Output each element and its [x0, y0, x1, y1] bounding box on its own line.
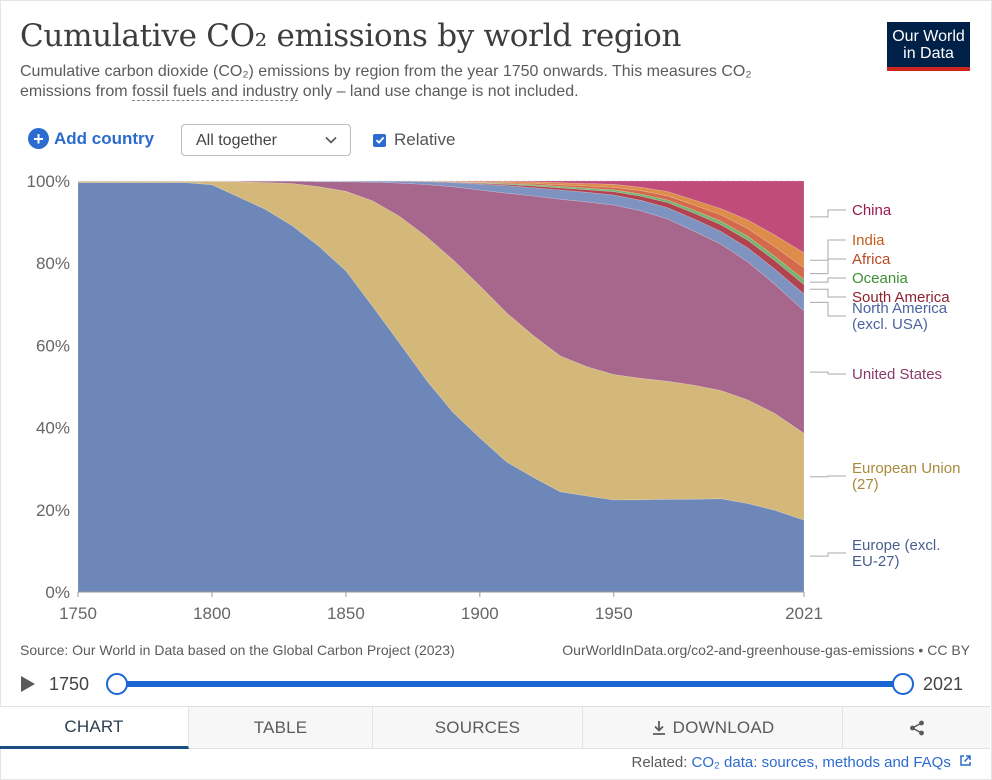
stacking-select-value: All together — [196, 132, 277, 149]
tab-chart[interactable]: CHART — [0, 707, 189, 749]
legend-connector — [810, 301, 846, 317]
related-faq-link[interactable]: CO₂ data: sources, methods and FAQs — [691, 754, 951, 771]
chevron-down-icon — [325, 136, 337, 144]
relative-label: Relative — [394, 130, 456, 149]
tab-download[interactable]: DOWNLOAD — [583, 707, 843, 749]
legend-connector — [810, 239, 846, 261]
timeline-end-label: 2021 — [923, 674, 964, 694]
play-icon[interactable] — [21, 676, 35, 692]
legend-connector — [810, 475, 846, 478]
download-icon — [652, 720, 665, 735]
add-country-label: Add country — [54, 128, 155, 148]
legend-label: United States — [852, 366, 942, 383]
logo-line-1: Our World — [892, 28, 965, 45]
check-icon — [375, 136, 384, 144]
legend-connector — [810, 258, 846, 275]
related-link-row: Related: CO₂ data: sources, methods and … — [632, 754, 973, 771]
x-tick-label: 1850 — [327, 604, 365, 623]
legend-label: South America — [852, 289, 950, 306]
area-series-8 — [78, 180, 805, 254]
subtitle-text: Cumulative carbon dioxide (CO₂) emission… — [20, 63, 752, 100]
legend-connector — [810, 552, 846, 557]
owid-logo[interactable]: Our World in Data — [887, 22, 970, 71]
legend-label: India — [852, 232, 885, 249]
add-country-button[interactable]: + Add country — [28, 128, 154, 149]
y-tick-label: 100% — [27, 172, 70, 191]
y-tick-label: 20% — [36, 501, 70, 520]
stacking-select[interactable]: All together — [181, 124, 351, 156]
page-title: Cumulative CO₂ emissions by world region — [20, 18, 682, 54]
subtitle-text-end: only – land use change is not included. — [298, 83, 579, 100]
related-label: Related: — [631, 754, 688, 771]
legend-label: European Union (27) — [852, 460, 960, 493]
area-series-5 — [78, 180, 805, 286]
share-icon — [909, 720, 924, 735]
area-series-7 — [78, 180, 805, 269]
legend-connector — [810, 288, 846, 298]
x-tick-label: 2021 — [785, 604, 823, 623]
area-series-1 — [77, 181, 805, 521]
relative-checkbox[interactable] — [373, 133, 386, 147]
area-series-2 — [77, 180, 805, 434]
legend-label: Europe (excl. EU-27) — [852, 537, 940, 570]
subtitle-link[interactable]: fossil fuels and industry — [132, 83, 299, 101]
stacked-area-chart: 0% 20% 40% 60% 80% 100% 1750 1800 1850 1900 1950 20… — [27, 172, 961, 623]
legend-label: China — [852, 202, 892, 219]
timeline-start-label: 1750 — [49, 674, 90, 694]
plus-circle-icon: + — [28, 128, 49, 149]
y-tick-label: 0% — [45, 583, 70, 602]
timeline-end-handle[interactable] — [892, 673, 914, 695]
tab-download-label: DOWNLOAD — [672, 717, 775, 737]
timeline-start-handle[interactable] — [106, 673, 128, 695]
legend-connector — [810, 277, 846, 283]
source-url[interactable]: OurWorldInData.org/co2-and-greenhouse-ga… — [562, 642, 970, 658]
y-tick-label: 80% — [36, 254, 70, 273]
area-series-6 — [78, 180, 805, 281]
tab-table[interactable]: TABLE — [189, 707, 373, 749]
y-tick-label: 40% — [36, 419, 70, 438]
legend-label: Oceania — [852, 270, 909, 287]
tab-bar: CHART TABLE SOURCES DOWNLOAD — [0, 706, 990, 749]
x-tick-label: 1800 — [193, 604, 231, 623]
external-link-icon — [960, 755, 971, 766]
area-series-3 — [78, 180, 805, 312]
area-series-4 — [78, 180, 805, 295]
x-tick-label: 1950 — [595, 604, 633, 623]
y-tick-label: 60% — [36, 336, 70, 355]
source-note: Source: Our World in Data based on the G… — [20, 642, 455, 658]
logo-line-2: in Data — [903, 45, 954, 62]
tab-share[interactable] — [843, 707, 990, 749]
chart-subtitle: Cumulative carbon dioxide (CO₂) emission… — [20, 62, 820, 102]
legend-label: Africa — [852, 251, 891, 268]
x-tick-label: 1750 — [59, 604, 97, 623]
timeline-track[interactable] — [116, 681, 903, 687]
x-tick-label: 1900 — [461, 604, 499, 623]
relative-toggle[interactable]: Relative — [373, 130, 455, 150]
tab-sources[interactable]: SOURCES — [373, 707, 583, 749]
legend-connector — [810, 371, 846, 375]
legend-connector — [810, 209, 846, 218]
legend-label: North America (excl. USA) — [852, 300, 948, 333]
